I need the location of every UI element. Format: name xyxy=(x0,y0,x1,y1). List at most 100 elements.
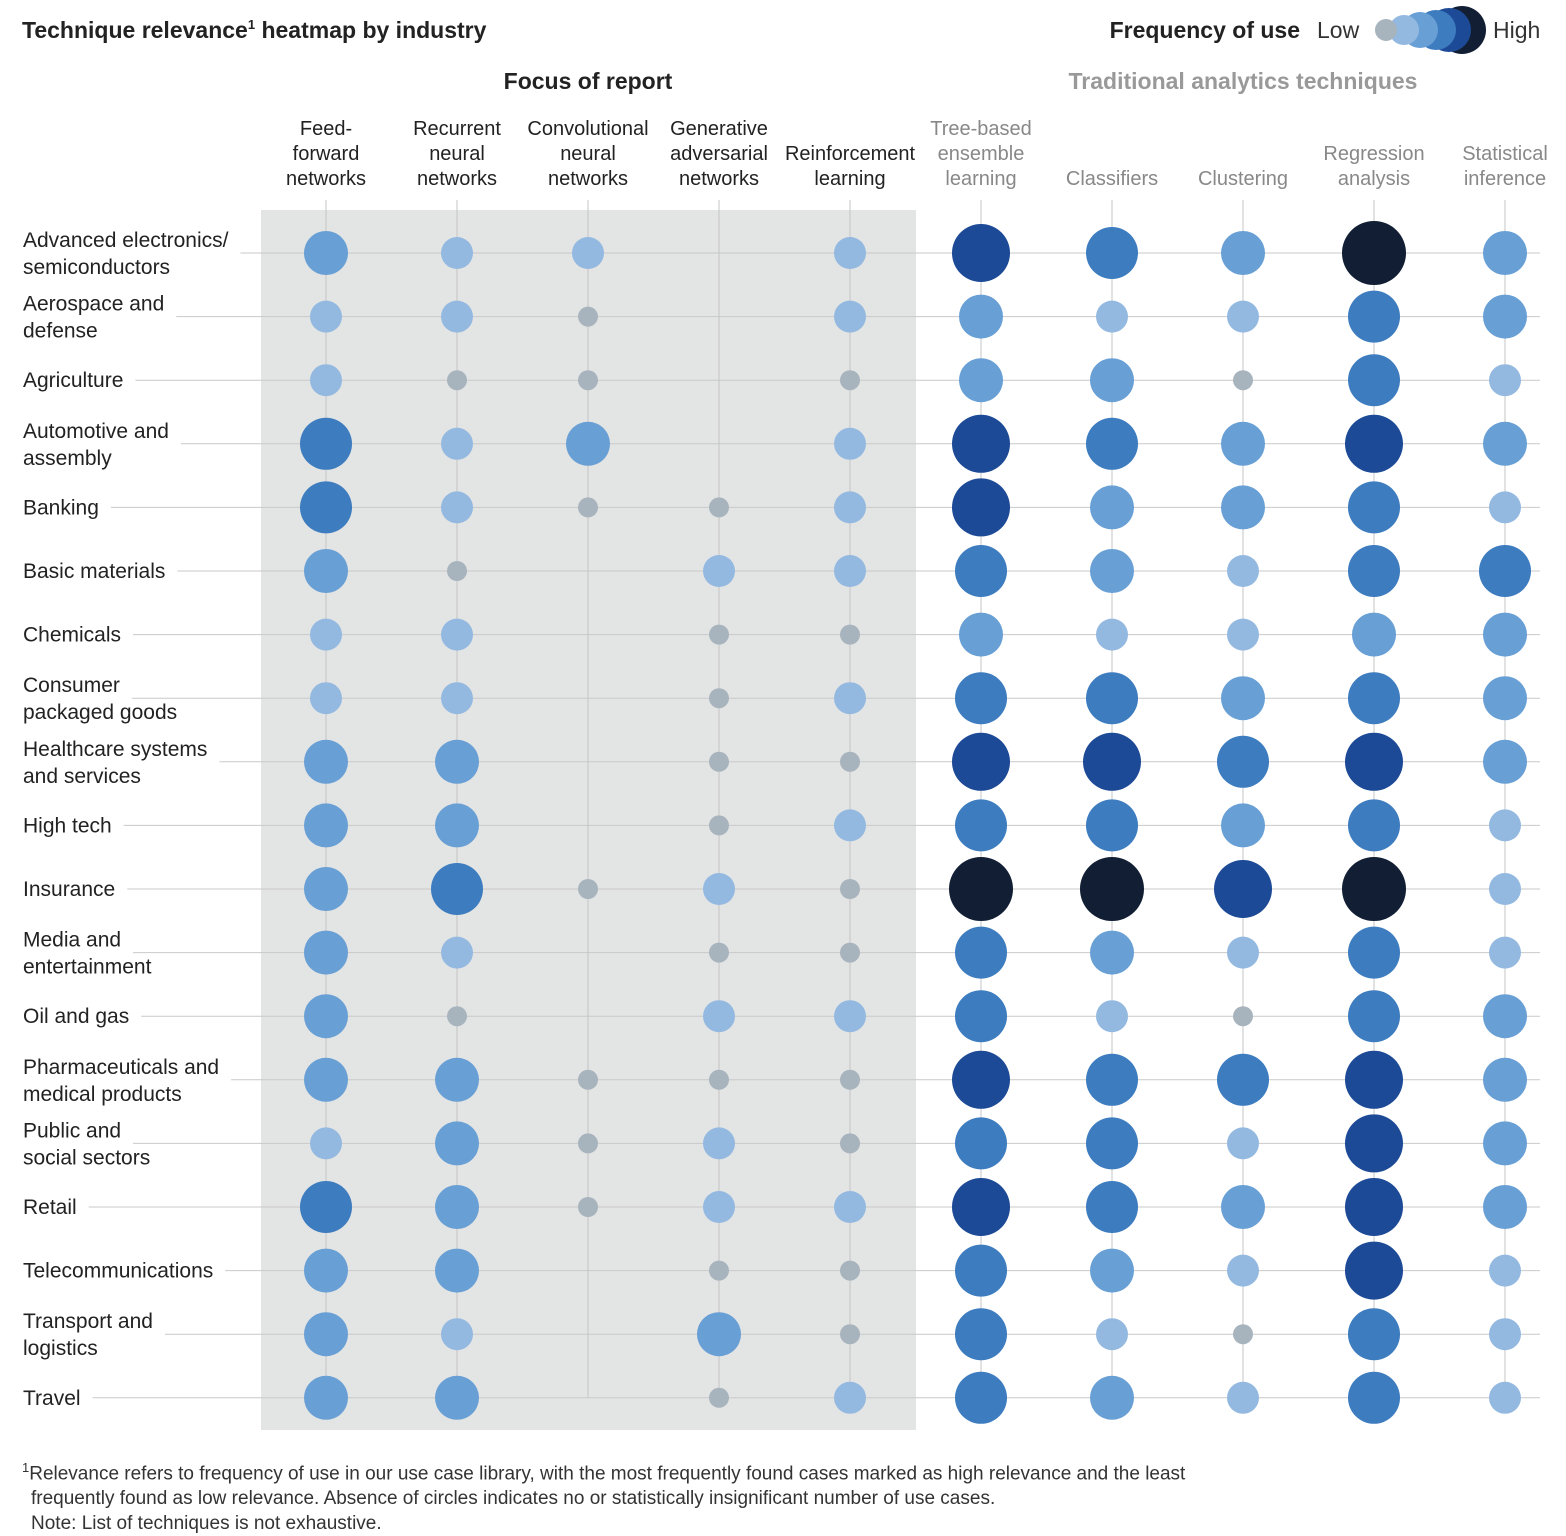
bubble xyxy=(1090,485,1134,530)
bubble xyxy=(1489,491,1521,524)
bubble xyxy=(304,1057,348,1102)
bubble xyxy=(435,1375,479,1420)
bubble xyxy=(300,1181,352,1233)
bubble xyxy=(1483,612,1527,657)
bubble xyxy=(703,873,735,905)
bubble xyxy=(1483,421,1527,466)
bubble xyxy=(840,370,860,391)
bubble xyxy=(952,224,1010,282)
bubble xyxy=(1352,612,1396,657)
row-label-8: Healthcare systems and services xyxy=(23,738,207,788)
bubble xyxy=(435,739,479,784)
column-label-9: Statistical inference xyxy=(1462,143,1548,190)
row-label-17: Transport and logistics xyxy=(23,1310,153,1360)
bubble xyxy=(1233,1324,1253,1345)
bubble xyxy=(952,732,1010,791)
bubble xyxy=(1348,290,1400,343)
bubble xyxy=(834,237,866,269)
row-label-16: Telecommunications xyxy=(23,1260,213,1283)
bubble xyxy=(441,682,473,715)
bubble xyxy=(441,491,473,524)
bubble xyxy=(959,612,1003,657)
bubble xyxy=(834,682,866,715)
bubble xyxy=(1348,672,1400,725)
bubble xyxy=(1489,809,1521,842)
bubble xyxy=(1489,364,1521,397)
column-label-7: Clustering xyxy=(1198,168,1288,190)
bubble xyxy=(1483,739,1527,784)
bubble xyxy=(578,497,598,518)
bubble xyxy=(578,1133,598,1154)
column-label-6: Classifiers xyxy=(1066,168,1158,190)
bubble xyxy=(1086,672,1138,725)
footnote-note: Note: List of techniques is not exhausti… xyxy=(31,1513,382,1535)
bubble xyxy=(1348,1308,1400,1361)
bubble xyxy=(1483,994,1527,1039)
bubble xyxy=(1221,803,1265,848)
bubble xyxy=(1227,1254,1259,1287)
legend-low-label: Low xyxy=(1317,17,1360,43)
bubble xyxy=(578,1069,598,1090)
bubble xyxy=(441,427,473,460)
bubble xyxy=(1090,1375,1134,1420)
bubble xyxy=(1221,1185,1265,1229)
bubble xyxy=(955,990,1007,1043)
bubble xyxy=(1233,1006,1253,1027)
bubble xyxy=(709,624,729,645)
bubble xyxy=(1483,231,1527,275)
bubble xyxy=(566,421,610,466)
footnote: 1Relevance refers to frequency of use in… xyxy=(22,1455,1522,1536)
bubble xyxy=(1080,857,1144,921)
bubble xyxy=(834,1381,866,1414)
row-label-12: Oil and gas xyxy=(23,1005,129,1028)
bubble xyxy=(1342,221,1406,285)
bubble xyxy=(1227,1127,1259,1160)
footnote-line-2: frequently found as low relevance. Absen… xyxy=(31,1488,996,1510)
bubble xyxy=(703,1000,735,1033)
bubble xyxy=(441,1318,473,1351)
bubble xyxy=(1348,799,1400,852)
bubble xyxy=(955,799,1007,852)
bubble xyxy=(1227,618,1259,651)
bubble xyxy=(431,863,483,915)
bubble xyxy=(952,478,1010,537)
bubble xyxy=(441,237,473,269)
bubble xyxy=(1227,1381,1259,1414)
bubble xyxy=(1086,799,1138,852)
bubble xyxy=(1090,1248,1134,1293)
bubble xyxy=(1217,1053,1269,1106)
bubble xyxy=(304,1312,348,1357)
bubble xyxy=(1090,358,1134,403)
bubble xyxy=(441,936,473,969)
bubble xyxy=(1479,545,1531,597)
bubble xyxy=(1217,735,1269,788)
bubble xyxy=(1489,1381,1521,1414)
bubble xyxy=(1483,1185,1527,1229)
bubble xyxy=(1489,1318,1521,1351)
bubble xyxy=(1086,1053,1138,1106)
bubble xyxy=(304,1375,348,1420)
bubble xyxy=(709,942,729,963)
legend-circle-1 xyxy=(1375,19,1397,41)
bubble xyxy=(435,1248,479,1293)
bubble xyxy=(310,300,342,333)
bubble xyxy=(1227,300,1259,333)
bubble xyxy=(304,867,348,911)
bubble xyxy=(300,481,352,534)
bubble xyxy=(703,555,735,587)
bubble xyxy=(578,1197,598,1217)
chart-title: Technique relevance1 heatmap by industry xyxy=(22,17,487,43)
row-label-14: Public and social sectors xyxy=(23,1119,150,1169)
row-label-9: High tech xyxy=(23,814,112,837)
bubble xyxy=(310,618,342,651)
bubble xyxy=(840,879,860,899)
bubble xyxy=(840,624,860,645)
row-label-11: Media and entertainment xyxy=(23,929,152,979)
bubble xyxy=(1345,1114,1403,1173)
bubble xyxy=(1483,294,1527,339)
column-label-5: Tree-based ensemble learning xyxy=(930,118,1032,190)
bubble xyxy=(304,994,348,1039)
bubble xyxy=(1489,936,1521,969)
bubble xyxy=(709,1069,729,1090)
bubble xyxy=(435,1121,479,1166)
